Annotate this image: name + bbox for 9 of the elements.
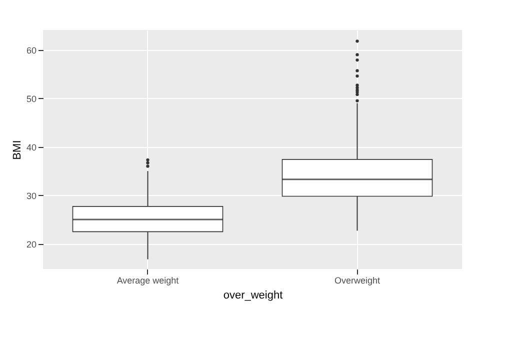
y-tick-label: 50: [26, 94, 36, 104]
x-tick-label: Average weight: [116, 276, 180, 286]
x-axis-title: over_weight: [223, 290, 283, 302]
y-axis-title: BMI: [11, 140, 24, 160]
y-tick-label: 30: [26, 190, 36, 201]
x-tick-label: Overweight: [334, 276, 380, 286]
y-tick-label: 20: [26, 239, 36, 250]
y-tick-label: 60: [26, 45, 36, 56]
y-tick-label: 40: [26, 142, 36, 152]
